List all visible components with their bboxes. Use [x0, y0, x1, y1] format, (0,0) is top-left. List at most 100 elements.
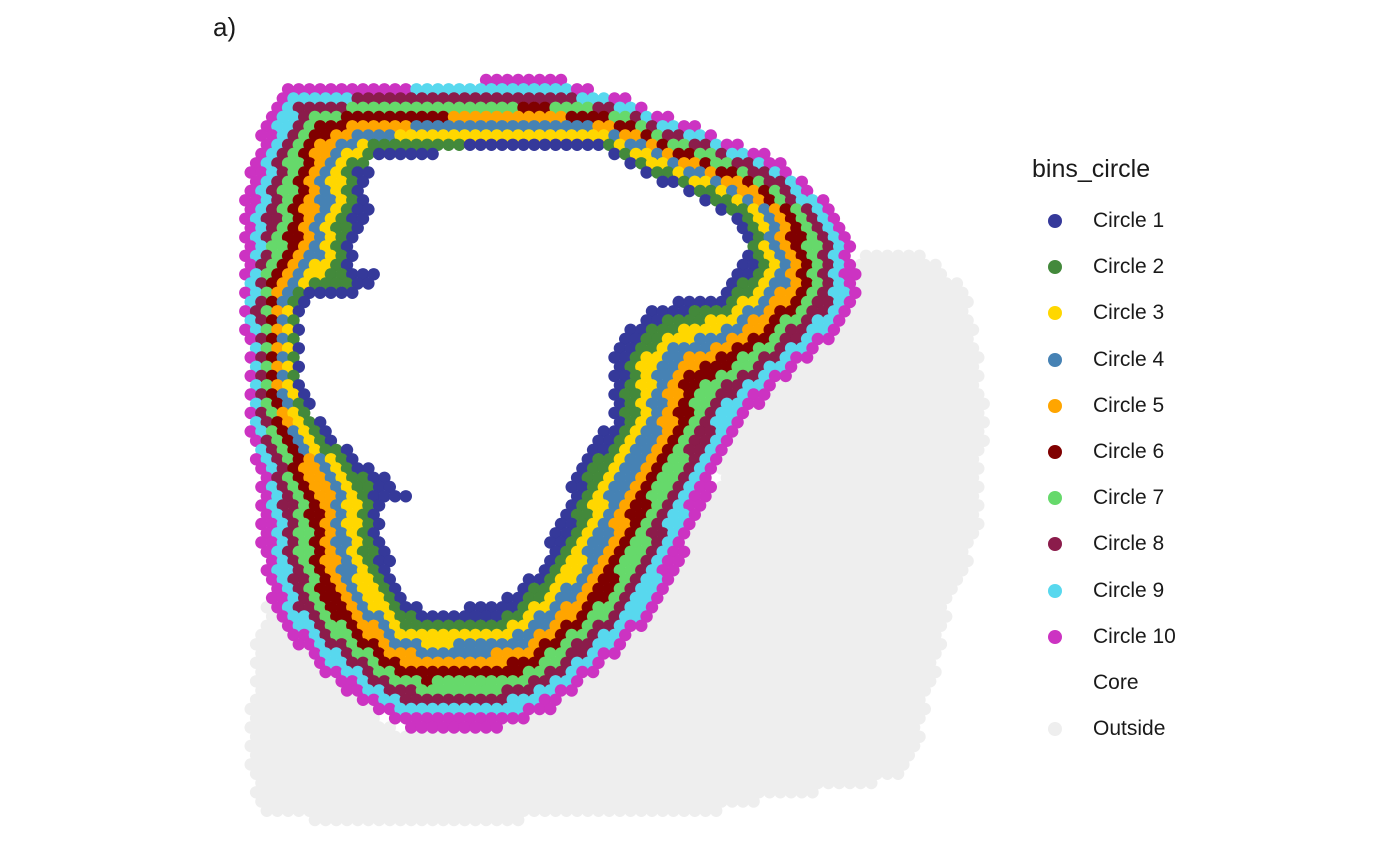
spot-outside: [410, 749, 423, 762]
spot-circle-9: [469, 702, 482, 716]
spot-outside: [945, 434, 958, 447]
spot-circle-6: [704, 369, 717, 383]
spot-outside: [891, 749, 905, 762]
spot-outside: [859, 453, 873, 466]
spot-outside: [817, 508, 830, 521]
spot-outside: [774, 397, 787, 410]
spot-outside: [817, 545, 830, 558]
spot-circle-2: [340, 166, 354, 179]
spot-circle-6: [303, 157, 316, 170]
spot-outside: [613, 693, 627, 706]
spot-circle-1: [298, 388, 311, 401]
spot-outside: [442, 786, 455, 799]
spot-outside: [886, 388, 899, 401]
spot-circle-5: [619, 517, 632, 531]
spot-circle-10: [806, 342, 819, 355]
spot-circle-7: [768, 184, 782, 198]
spot-outside: [586, 758, 600, 771]
spot-outside: [742, 619, 755, 632]
spot-circle-1: [570, 490, 584, 503]
spot-outside: [517, 786, 530, 799]
spot-circle-8: [287, 554, 300, 568]
spot-circle-6: [383, 110, 396, 124]
spot-circle-2: [576, 517, 589, 531]
spot-outside: [961, 369, 974, 383]
spot-circle-2: [431, 619, 445, 632]
spot-circle-6: [303, 138, 316, 151]
spot-circle-5: [421, 656, 434, 669]
spot-circle-5: [303, 212, 316, 225]
spot-outside: [453, 804, 466, 817]
spot-circle-7: [281, 212, 295, 225]
spot-outside: [918, 388, 931, 401]
spot-outside: [415, 758, 429, 771]
spot-circle-6: [437, 110, 450, 124]
spot-circle-7: [298, 129, 311, 142]
spot-circle-5: [303, 231, 316, 244]
spot-circle-4: [415, 647, 429, 660]
spot-circle-7: [661, 480, 675, 494]
spot-circle-10: [827, 212, 841, 225]
spot-outside: [945, 305, 958, 318]
spot-outside: [827, 342, 841, 355]
spot-outside: [506, 786, 519, 799]
spot-outside: [784, 397, 798, 410]
spot-outside: [817, 582, 830, 595]
spot-outside: [715, 517, 728, 531]
spot-outside: [827, 453, 841, 466]
spot-circle-8: [586, 628, 600, 642]
spot-outside: [736, 480, 750, 494]
spot-outside: [966, 360, 980, 373]
spot-circle-1: [356, 268, 370, 281]
spot-circle-10: [405, 721, 418, 734]
spot-circle-8: [351, 92, 364, 105]
spot-circle-5: [308, 147, 322, 161]
spot-circle-5: [608, 517, 621, 531]
spot-circle-8: [298, 110, 311, 124]
spot-circle-1: [538, 138, 552, 151]
spot-outside: [806, 601, 819, 614]
spot-outside: [752, 545, 766, 558]
spot-circle-10: [495, 712, 509, 725]
spot-circle-3: [554, 129, 568, 142]
spot-outside: [811, 721, 824, 734]
spot-circle-5: [442, 656, 455, 669]
spot-circle-4: [624, 453, 637, 466]
spot-outside: [822, 684, 835, 697]
spot-outside: [715, 776, 728, 790]
spot-circle-10: [736, 406, 750, 420]
spot-outside: [319, 702, 332, 716]
spot-outside: [624, 675, 637, 688]
spot-outside: [303, 749, 316, 762]
spot-outside: [806, 471, 819, 484]
spot-circle-4: [640, 425, 653, 438]
spot-circle-2: [710, 305, 723, 318]
spot-outside: [918, 591, 931, 605]
spot-circle-5: [324, 545, 338, 558]
spot-circle-10: [244, 184, 257, 198]
spot-outside: [597, 758, 610, 771]
spot-outside: [934, 305, 948, 318]
spot-circle-2: [367, 138, 380, 151]
spot-circle-8: [324, 638, 338, 651]
spot-outside: [619, 647, 632, 660]
spot-outside: [843, 739, 857, 753]
spot-circle-10: [383, 702, 396, 716]
spot-circle-7: [372, 665, 386, 679]
spot-outside: [624, 767, 637, 780]
spot-outside: [426, 758, 439, 771]
spot-outside: [854, 721, 867, 734]
spot-outside: [742, 638, 755, 651]
spot-outside: [956, 453, 969, 466]
spot-outside: [918, 573, 931, 586]
spot-circle-5: [640, 462, 653, 475]
spot-outside: [715, 702, 728, 716]
spot-outside: [865, 406, 878, 420]
spot-circle-3: [629, 147, 643, 161]
spot-outside: [907, 406, 921, 420]
spot-outside: [779, 406, 792, 420]
spot-outside: [479, 758, 493, 771]
spot-circle-7: [720, 157, 734, 170]
spot-outside: [833, 739, 846, 753]
spot-outside: [811, 684, 824, 697]
